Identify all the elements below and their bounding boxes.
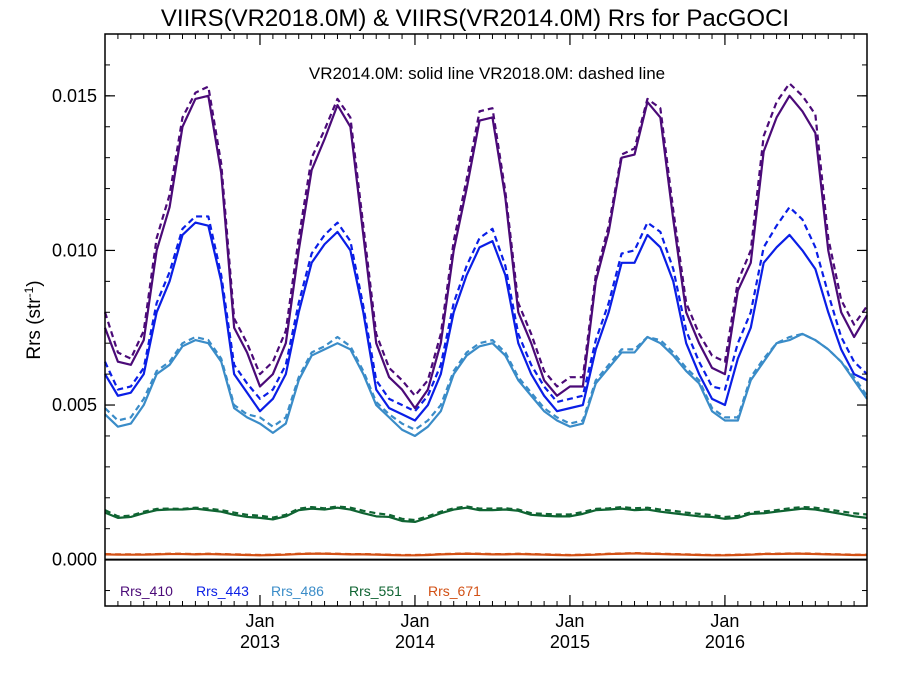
x-tick-label-month: Jan bbox=[710, 611, 739, 631]
legend-item-rrs-410: Rrs_410 bbox=[120, 583, 173, 599]
legend-item-rrs-486: Rrs_486 bbox=[271, 583, 324, 599]
series-layer bbox=[103, 82, 868, 557]
series-line-rrs-443-solid bbox=[104, 221, 868, 422]
legend-item-rrs-443: Rrs_443 bbox=[196, 583, 249, 599]
y-axis-label-superscript: -1 bbox=[22, 286, 36, 297]
ticks-layer: 0.0000.0050.0100.015Jan2013Jan2014Jan201… bbox=[52, 34, 868, 652]
legend-item-rrs-671: Rrs_671 bbox=[428, 583, 481, 599]
series-line-rrs-486-solid bbox=[104, 332, 868, 438]
series-line-rrs-443-dashed bbox=[104, 206, 868, 413]
y-axis-label: Rrs (str-1) bbox=[22, 280, 45, 359]
x-tick-label-year: 2015 bbox=[550, 632, 590, 652]
y-axis-label-text: Rrs (str bbox=[24, 297, 45, 360]
chart-title: VIIRS(VR2018.0M) & VIIRS(VR2014.0M) Rrs … bbox=[161, 5, 789, 32]
x-tick-label-month: Jan bbox=[400, 611, 429, 631]
legend: Rrs_410 Rrs_443 Rrs_486 Rrs_551 Rrs_671 bbox=[120, 583, 481, 599]
plot-frame bbox=[104, 33, 868, 607]
x-tick-label-year: 2014 bbox=[395, 632, 435, 652]
y-tick-label: 0.000 bbox=[52, 550, 97, 570]
series-line-rrs-551-solid bbox=[104, 506, 868, 524]
series-line-rrs-486-dashed bbox=[104, 332, 868, 431]
y-tick-label: 0.005 bbox=[52, 395, 97, 415]
series-line-rrs-551-dashed bbox=[104, 505, 868, 522]
series-line-rrs-671-solid bbox=[104, 552, 867, 557]
x-tick-label-year: 2016 bbox=[705, 632, 745, 652]
series-line-rrs-410-solid bbox=[103, 94, 868, 410]
y-tick-label: 0.015 bbox=[52, 86, 97, 106]
legend-item-rrs-551: Rrs_551 bbox=[349, 583, 402, 599]
x-tick-label-month: Jan bbox=[245, 611, 274, 631]
y-tick-label: 0.010 bbox=[52, 240, 97, 260]
line-style-annotation: VR2014.0M: solid line VR2018.0M: dashed … bbox=[309, 64, 665, 83]
y-axis-label-close: ) bbox=[24, 280, 45, 286]
x-tick-label-month: Jan bbox=[555, 611, 584, 631]
x-tick-label-year: 2013 bbox=[240, 632, 280, 652]
